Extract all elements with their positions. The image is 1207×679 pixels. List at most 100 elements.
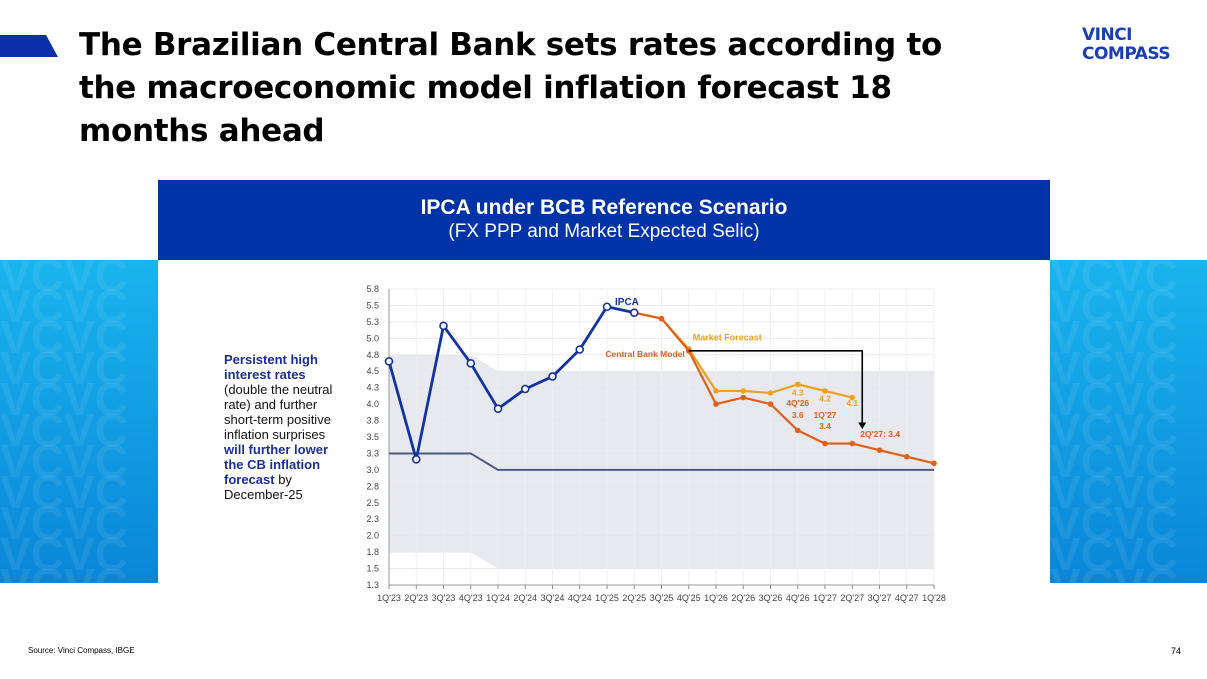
data-point xyxy=(439,321,448,331)
data-point xyxy=(384,357,394,366)
data-point xyxy=(849,440,856,447)
annotation-c4q26v: 3.6 xyxy=(792,410,804,420)
x-tick-label: 1Q'24 xyxy=(486,593,510,603)
data-point xyxy=(903,453,910,460)
x-tick-label: 3Q'26 xyxy=(759,593,783,603)
annotation-m1q27: 4.2 xyxy=(819,393,831,403)
note-bold-1: Persistent high interest rates xyxy=(224,352,318,382)
data-point xyxy=(767,390,774,396)
annotation-c2q27: 2Q'27: 3.4 xyxy=(860,429,900,439)
data-point xyxy=(822,440,828,447)
y-tick-label: 5.0 xyxy=(366,333,379,343)
data-point xyxy=(493,404,503,414)
data-point xyxy=(466,359,476,368)
x-tick-label: 2Q'27 xyxy=(840,593,864,603)
y-tick-label: 1.8 xyxy=(366,547,379,557)
y-tick-label: 3.5 xyxy=(366,432,379,442)
annotation-market: Market Forecast xyxy=(693,332,762,342)
data-point xyxy=(740,388,747,394)
data-point xyxy=(876,447,883,453)
arrow-line xyxy=(688,350,864,424)
annotation-c4q26: 4Q'26 xyxy=(786,398,809,408)
y-tick-label: 4.3 xyxy=(366,383,379,393)
data-point xyxy=(767,401,774,407)
x-tick-label: 1Q'25 xyxy=(595,593,619,603)
annotation-ipca: IPCA xyxy=(615,297,639,308)
data-point xyxy=(411,455,421,464)
x-tick-label: 3Q'25 xyxy=(650,593,674,603)
x-tick-label: 4Q'26 xyxy=(786,593,810,603)
data-point xyxy=(713,388,719,394)
y-tick-label: 4.8 xyxy=(366,350,379,360)
chart-subtitle: (FX PPP and Market Expected Selic) xyxy=(448,221,760,242)
x-tick-label: 1Q'23 xyxy=(377,593,401,603)
annotation-c1q27v: 3.4 xyxy=(819,421,831,431)
data-point xyxy=(931,460,937,467)
annotation-cb: Central Bank Model xyxy=(605,349,684,359)
chart-title: IPCA under BCB Reference Scenario xyxy=(420,196,788,219)
y-tick-label: 2.0 xyxy=(366,531,379,541)
data-point xyxy=(849,394,856,401)
title-accent-bar xyxy=(0,35,58,57)
data-point xyxy=(740,394,747,401)
logo-line-2: COMPASS xyxy=(1082,44,1171,64)
data-point xyxy=(822,388,828,394)
y-tick-label: 4.0 xyxy=(366,399,379,409)
data-point xyxy=(602,302,612,312)
data-point xyxy=(575,345,585,354)
x-tick-label: 2Q'25 xyxy=(622,593,646,603)
data-point xyxy=(548,372,557,381)
y-tick-label: 2.8 xyxy=(366,481,379,491)
y-tick-label: 1.3 xyxy=(366,580,379,590)
decorative-panel-right: VCVCVCVCVCVCVCVCVCVCVCVCVCVCVCVCVCVCVCVC… xyxy=(1050,260,1207,583)
inflation-target-line xyxy=(389,452,934,471)
note-bold-2: will further lower the CB inflation fore… xyxy=(224,442,329,487)
x-tick-label: 4Q'24 xyxy=(568,593,592,603)
annotation-m4q26: 4.3 xyxy=(792,388,804,398)
note-text-1: (double the neutral rate) and further sh… xyxy=(224,382,333,442)
x-tick-label: 2Q'24 xyxy=(513,593,537,603)
chart-header: IPCA under BCB Reference Scenario (FX PP… xyxy=(158,180,1050,260)
y-tick-label: 4.5 xyxy=(366,366,379,376)
data-point xyxy=(629,308,639,317)
y-tick-label: 3.8 xyxy=(366,416,379,426)
page-number: 74 xyxy=(1171,646,1182,656)
x-tick-label: 1Q'27 xyxy=(813,593,837,603)
y-tick-label: 5.8 xyxy=(366,284,379,294)
series-line-ipca xyxy=(387,305,635,461)
data-point xyxy=(713,401,719,407)
x-tick-label: 4Q'25 xyxy=(677,593,701,603)
y-tick-label: 1.5 xyxy=(366,564,379,574)
x-tick-label: 1Q'26 xyxy=(704,593,728,603)
data-point xyxy=(520,384,530,394)
series-line-central-bank-model xyxy=(634,311,935,465)
logo-line-1: VINCI xyxy=(1082,25,1133,45)
slide-title: The Brazilian Central Bank sets rates ac… xyxy=(79,27,942,149)
vinci-compass-logo: VINCI COMPASS xyxy=(1082,25,1171,64)
x-tick-label: 3Q'23 xyxy=(432,593,456,603)
x-tick-label: 3Q'27 xyxy=(868,593,892,603)
note-text-2: by December-25 xyxy=(224,472,303,502)
x-tick-label: 4Q'27 xyxy=(895,593,919,603)
x-tick-label: 4Q'23 xyxy=(459,593,483,603)
annotation-c1q27: 1Q'27 xyxy=(814,410,837,420)
y-tick-label: 3.3 xyxy=(366,448,379,458)
x-tick-label: 1Q'28 xyxy=(922,593,946,603)
y-tick-label: 2.3 xyxy=(366,514,379,524)
data-point xyxy=(658,315,665,322)
data-point xyxy=(794,381,801,388)
x-tick-label: 2Q'26 xyxy=(731,593,755,603)
source-note: Source: Vinci Compass, IBGE xyxy=(28,646,135,655)
y-tick-label: 3.0 xyxy=(366,465,379,475)
x-tick-label: 3Q'24 xyxy=(541,593,565,603)
data-point xyxy=(794,427,801,434)
commentary-text: Persistent high interest rates (double t… xyxy=(224,352,334,502)
y-tick-label: 5.5 xyxy=(366,300,379,310)
decorative-panel-left: VCVCVCVCVCVCVCVCVCVCVCVCVCVCVCVCVCVCVCVC… xyxy=(0,260,158,583)
y-tick-label: 5.3 xyxy=(366,317,379,327)
y-tick-label: 2.5 xyxy=(366,498,379,508)
x-tick-label: 2Q'23 xyxy=(404,593,428,603)
arrow-head-icon xyxy=(858,422,867,430)
annotation-m2q27: 4.1 xyxy=(846,398,858,408)
